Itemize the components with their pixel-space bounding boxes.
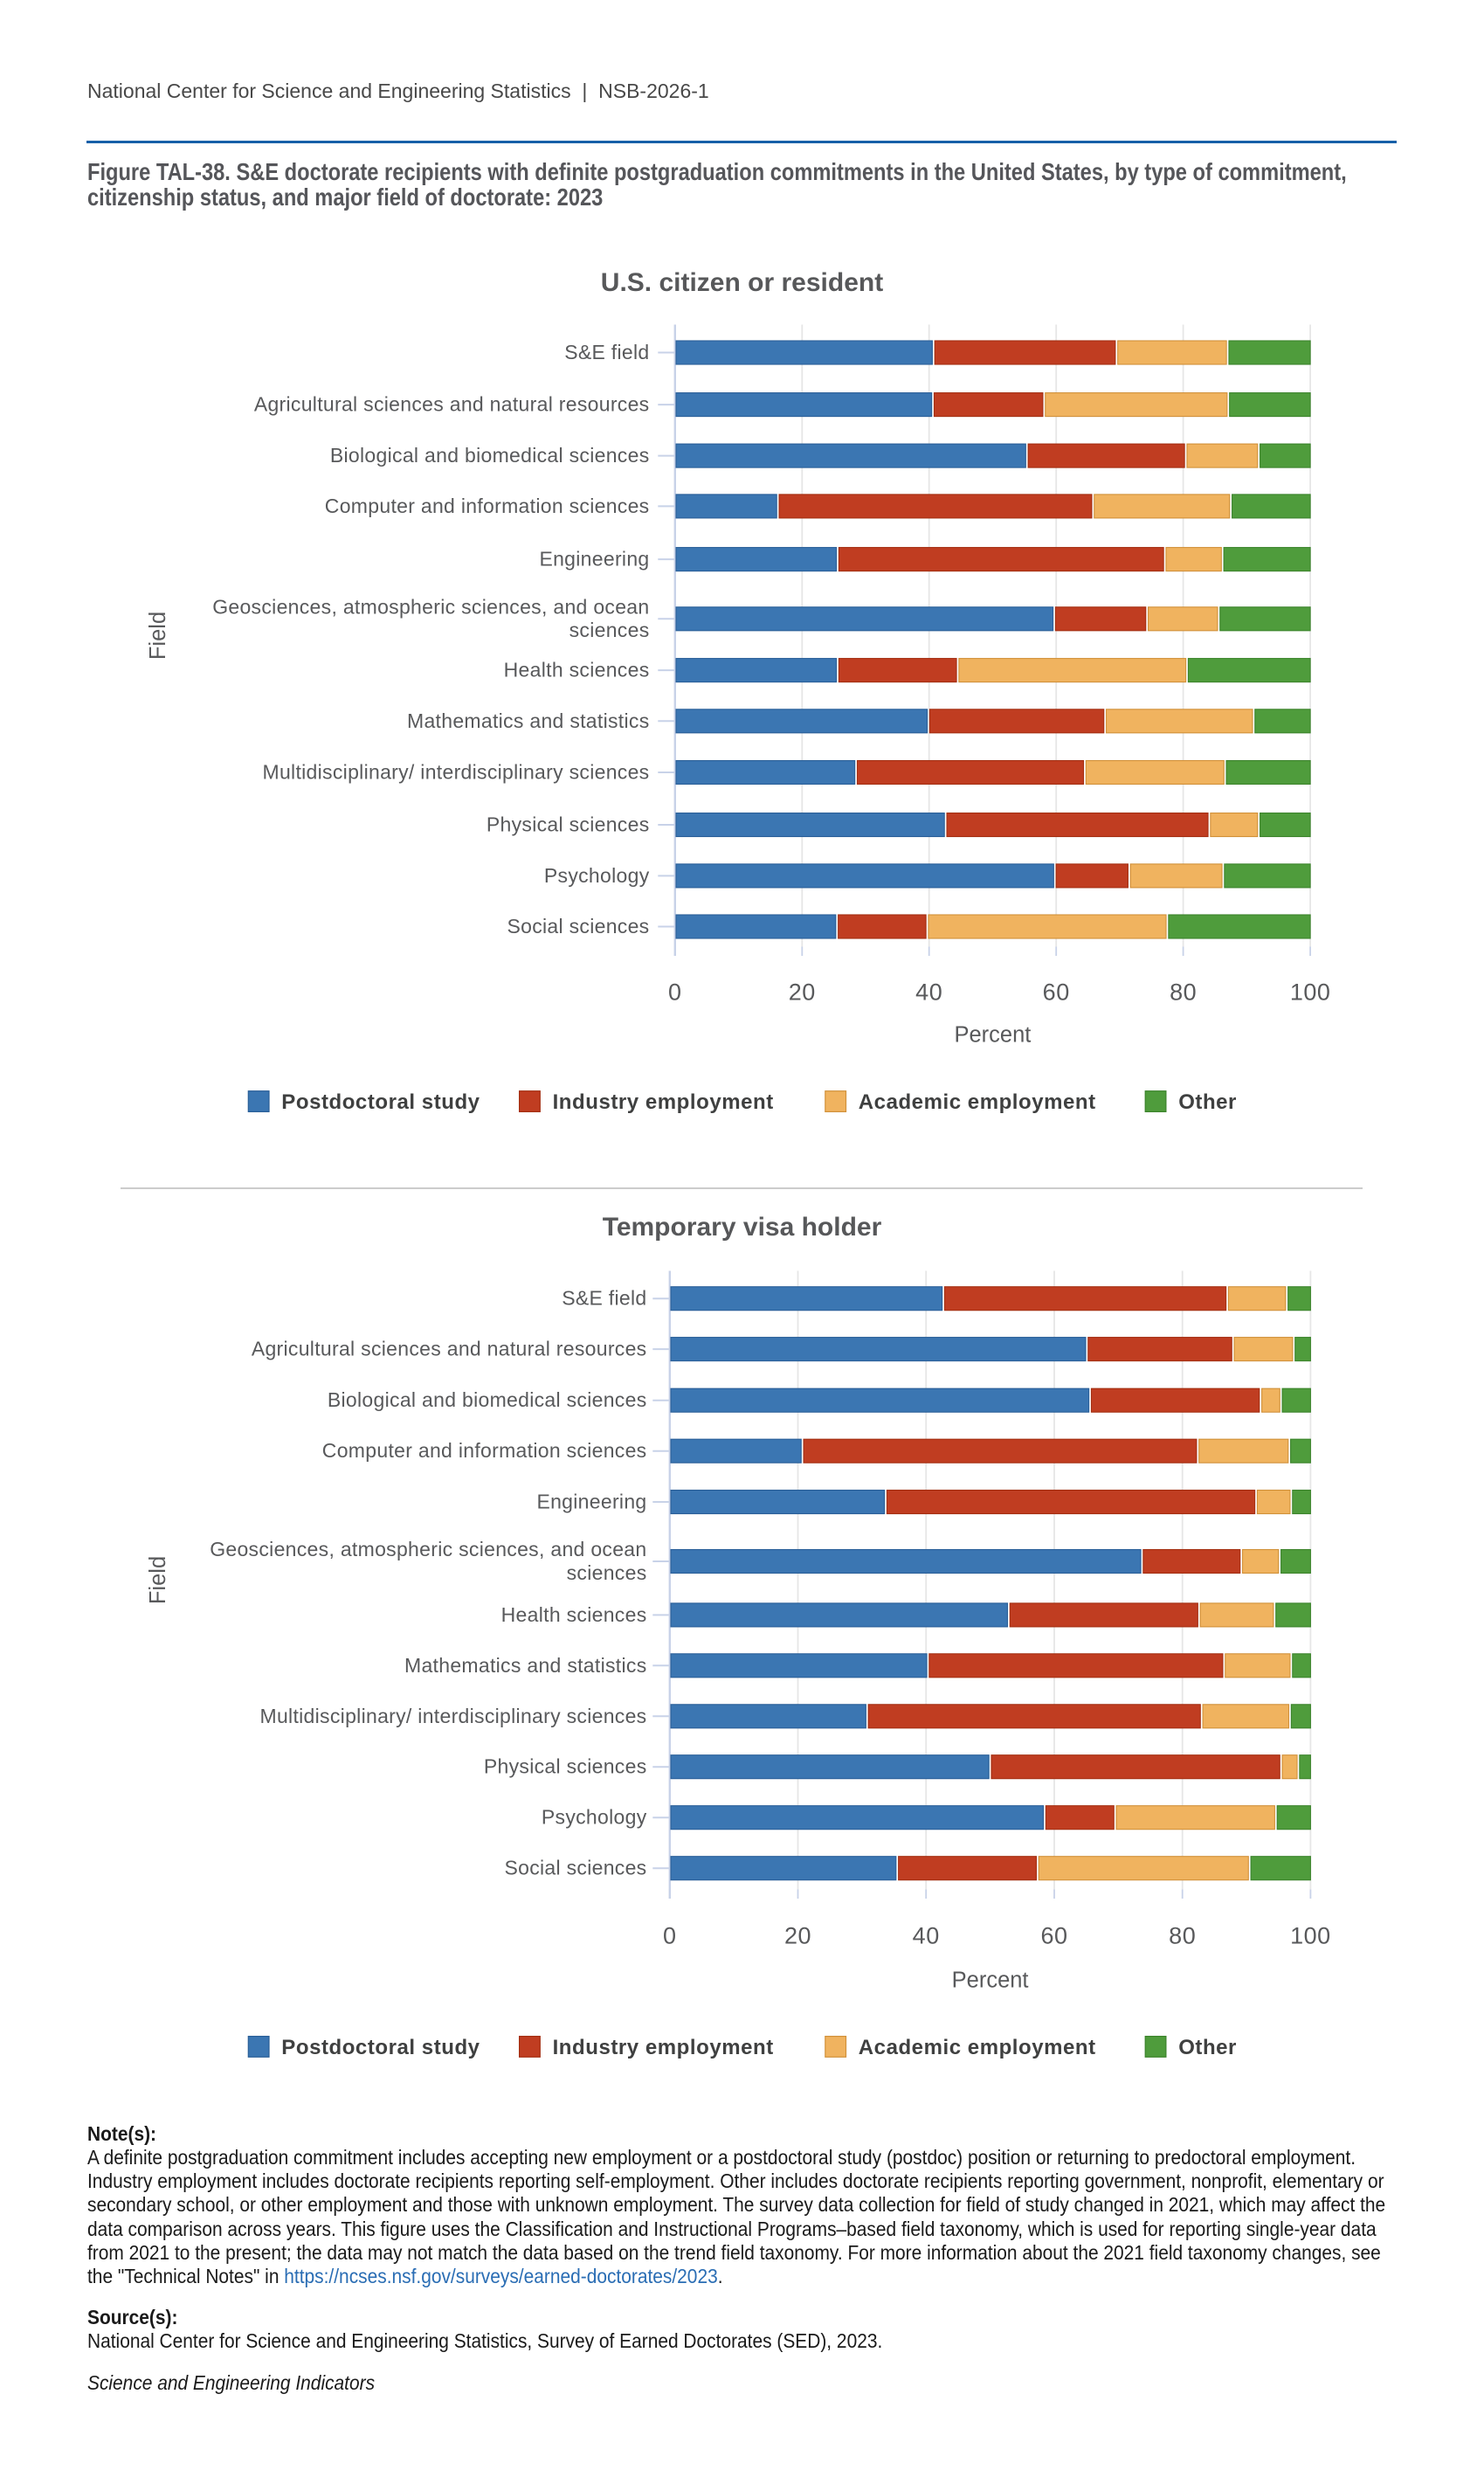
svg-text:Agricultural sciences and natu: Agricultural sciences and natural resour…: [254, 393, 650, 416]
svg-text:Industry employment: Industry employment: [553, 1090, 774, 1114]
svg-text:100: 100: [1290, 979, 1331, 1006]
svg-text:20: 20: [789, 979, 816, 1006]
svg-text:60: 60: [1040, 1923, 1067, 1949]
svg-text:Percent: Percent: [952, 1969, 1029, 1993]
svg-text:Engineering: Engineering: [539, 548, 649, 571]
svg-text:Psychology: Psychology: [544, 864, 650, 887]
svg-text:Health sciences: Health sciences: [504, 659, 650, 682]
svg-text:Mathematics and statistics: Mathematics and statistics: [407, 709, 650, 732]
svg-text:Postdoctoral study: Postdoctoral study: [281, 2036, 480, 2059]
svg-text:Multidisciplinary/ interdiscip: Multidisciplinary/ interdisciplinary sci…: [260, 1705, 647, 1727]
svg-text:Engineering: Engineering: [536, 1491, 646, 1513]
svg-text:80: 80: [1169, 1923, 1196, 1949]
svg-text:Field: Field: [146, 1556, 170, 1604]
svg-text:Geosciences, atmospheric scien: Geosciences, atmospheric sciences, and o…: [212, 596, 649, 619]
svg-text:60: 60: [1043, 979, 1070, 1006]
svg-text:Biological and biomedical scie: Biological and biomedical sciences: [330, 444, 650, 467]
svg-text:Physical sciences: Physical sciences: [484, 1755, 647, 1778]
svg-text:Social sciences: Social sciences: [507, 915, 649, 938]
svg-text:Multidisciplinary/ interdiscip: Multidisciplinary/ interdisciplinary sci…: [263, 761, 650, 784]
svg-text:Biological and biomedical scie: Biological and biomedical sciences: [328, 1388, 647, 1411]
svg-text:Physical sciences: Physical sciences: [487, 813, 650, 836]
svg-text:Geosciences, atmospheric scien: Geosciences, atmospheric sciences, and o…: [210, 1538, 646, 1560]
svg-text:20: 20: [784, 1923, 811, 1949]
svg-text:S&E field: S&E field: [564, 341, 649, 363]
svg-text:Academic employment: Academic employment: [859, 1090, 1096, 1114]
svg-text:Mathematics and statistics: Mathematics and statistics: [404, 1654, 647, 1677]
svg-text:sciences: sciences: [567, 1561, 647, 1584]
svg-text:Industry employment: Industry employment: [553, 2036, 774, 2059]
svg-text:100: 100: [1290, 1923, 1331, 1949]
svg-text:Health sciences: Health sciences: [501, 1603, 647, 1626]
svg-text:Social sciences: Social sciences: [504, 1857, 646, 1879]
svg-text:Other: Other: [1178, 2036, 1237, 2059]
svg-text:Postdoctoral study: Postdoctoral study: [281, 1090, 480, 1114]
svg-text:Agricultural sciences and natu: Agricultural sciences and natural resour…: [252, 1338, 647, 1360]
svg-text:80: 80: [1170, 979, 1197, 1006]
svg-text:Psychology: Psychology: [542, 1806, 647, 1829]
svg-text:Other: Other: [1178, 1090, 1237, 1114]
svg-text:40: 40: [913, 1923, 940, 1949]
svg-text:Academic employment: Academic employment: [859, 2036, 1096, 2059]
svg-text:40: 40: [915, 979, 942, 1006]
svg-text:0: 0: [663, 1923, 677, 1949]
svg-text:Field: Field: [146, 612, 170, 660]
svg-text:Percent: Percent: [954, 1023, 1031, 1048]
svg-text:Computer and information scien: Computer and information sciences: [325, 495, 650, 517]
svg-text:S&E field: S&E field: [562, 1287, 646, 1310]
svg-text:Computer and information scien: Computer and information sciences: [322, 1439, 647, 1462]
svg-text:sciences: sciences: [569, 619, 650, 641]
svg-text:0: 0: [668, 979, 682, 1006]
